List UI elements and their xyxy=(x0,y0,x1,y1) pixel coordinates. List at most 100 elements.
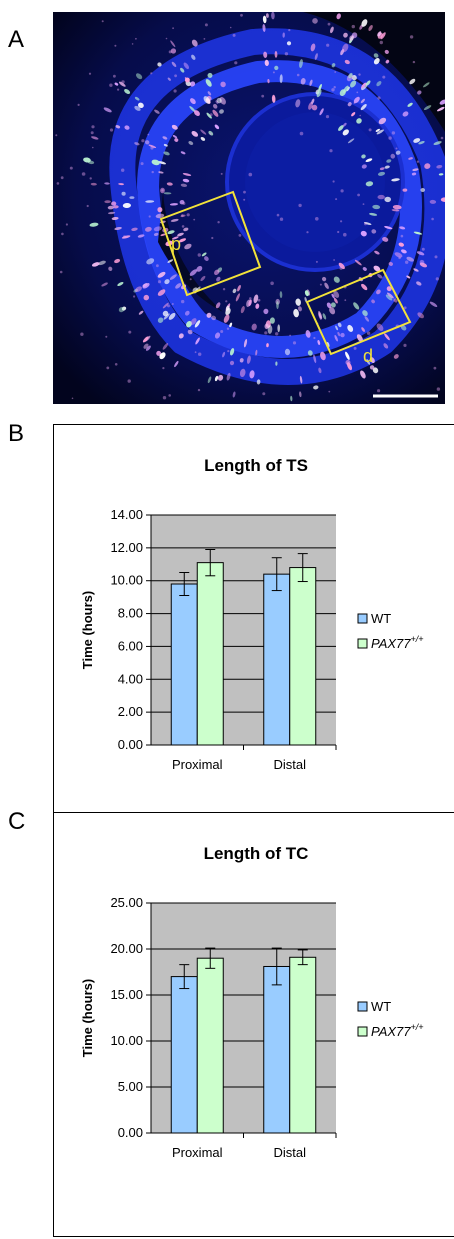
y-tick-label: 14.00 xyxy=(110,507,143,522)
nucleus-bg xyxy=(366,331,371,335)
nucleus-bg xyxy=(220,330,224,333)
nucleus xyxy=(271,12,275,20)
nucleus xyxy=(174,138,179,142)
nucleus xyxy=(386,159,392,163)
nucleus-bg xyxy=(148,215,151,218)
nucleus xyxy=(145,140,150,145)
nucleus xyxy=(232,288,237,294)
nucleus xyxy=(307,350,313,356)
nucleus xyxy=(309,79,313,86)
nucleus xyxy=(180,151,186,155)
nucleus xyxy=(121,191,126,196)
nucleus xyxy=(284,348,291,356)
nucleus-bg xyxy=(359,114,362,117)
nucleus xyxy=(342,43,349,53)
nucleus-bg xyxy=(368,128,372,132)
nucleus-bg xyxy=(140,162,144,166)
nucleus xyxy=(162,136,168,140)
nucleus-bg xyxy=(173,89,177,93)
nucleus xyxy=(311,104,318,111)
nucleus-bg xyxy=(217,221,220,224)
retina-layer-inner xyxy=(136,60,422,358)
y-tick-label: 10.00 xyxy=(110,1033,143,1048)
nucleus xyxy=(338,125,344,131)
nucleus-bg xyxy=(168,394,171,397)
nucleus xyxy=(159,352,166,360)
nucleus xyxy=(373,53,379,58)
nucleus-bg xyxy=(157,280,162,284)
nucleus-bg xyxy=(379,40,383,45)
nucleus xyxy=(219,109,224,114)
nucleus-bg xyxy=(150,72,153,75)
nucleus xyxy=(286,41,292,46)
nucleus-bg xyxy=(262,392,266,396)
nucleus xyxy=(172,135,178,139)
nucleus-bg xyxy=(395,147,398,150)
nucleus-bg xyxy=(377,96,381,100)
nucleus xyxy=(189,81,196,87)
nucleus xyxy=(145,200,155,203)
nucleus-bg xyxy=(398,256,401,260)
nucleus xyxy=(91,136,99,140)
nucleus-bg xyxy=(182,202,186,205)
nucleus xyxy=(223,314,230,323)
nucleus xyxy=(347,102,352,107)
nucleus xyxy=(353,96,360,104)
nucleus xyxy=(157,62,162,67)
nucleus xyxy=(182,173,192,176)
nucleus-bg xyxy=(141,139,145,143)
nucleus xyxy=(208,130,214,136)
nucleus xyxy=(201,252,207,257)
nucleus xyxy=(417,312,425,319)
legend-swatch xyxy=(357,1001,368,1012)
nucleus xyxy=(167,259,174,263)
nucleus xyxy=(365,158,373,163)
nucleus-bg xyxy=(156,264,159,268)
nucleus-bg xyxy=(71,397,74,400)
nucleus-bg xyxy=(334,71,337,73)
nucleus-bg xyxy=(364,222,367,226)
nucleus xyxy=(408,157,413,160)
nucleus xyxy=(310,43,316,52)
y-tick-label: 25.00 xyxy=(110,895,143,910)
nucleus-bg xyxy=(416,160,420,163)
nucleus-bg xyxy=(167,304,170,308)
nucleus-bg xyxy=(289,334,291,337)
nucleus xyxy=(360,230,367,237)
y-tick-label: 5.00 xyxy=(118,1079,143,1094)
nucleus-bg xyxy=(436,387,441,391)
box-distal: d xyxy=(305,268,412,366)
nucleus xyxy=(170,218,179,222)
nucleus-bg xyxy=(59,270,63,274)
nucleus-bg xyxy=(249,297,252,300)
nucleus xyxy=(162,343,169,350)
nucleus xyxy=(146,258,155,265)
nucleus-bg xyxy=(433,366,437,370)
nucleus xyxy=(384,49,389,54)
nucleus-bg xyxy=(232,33,236,37)
nucleus xyxy=(318,83,322,92)
y-tick-label: 0.00 xyxy=(118,737,143,752)
nucleus-bg xyxy=(60,176,64,180)
nucleus xyxy=(413,268,419,272)
nucleus xyxy=(111,201,117,206)
nucleus xyxy=(393,298,398,303)
retina-layer-outer xyxy=(109,28,445,385)
nucleus xyxy=(178,238,187,243)
nucleus xyxy=(246,355,251,364)
nucleus xyxy=(191,54,196,60)
nucleus xyxy=(351,75,357,81)
nucleus xyxy=(206,312,212,318)
nucleus xyxy=(187,329,193,335)
nucleus xyxy=(361,82,367,89)
nucleus xyxy=(189,105,196,113)
nucleus xyxy=(295,99,301,108)
nucleus xyxy=(264,323,269,330)
nucleus xyxy=(111,216,119,221)
nucleus-bg xyxy=(121,80,125,84)
nucleus-bg xyxy=(81,172,86,176)
nucleus-bg xyxy=(171,303,174,305)
nucleus xyxy=(182,178,190,183)
y-tick-label: 6.00 xyxy=(118,638,143,653)
nucleus xyxy=(313,385,319,390)
